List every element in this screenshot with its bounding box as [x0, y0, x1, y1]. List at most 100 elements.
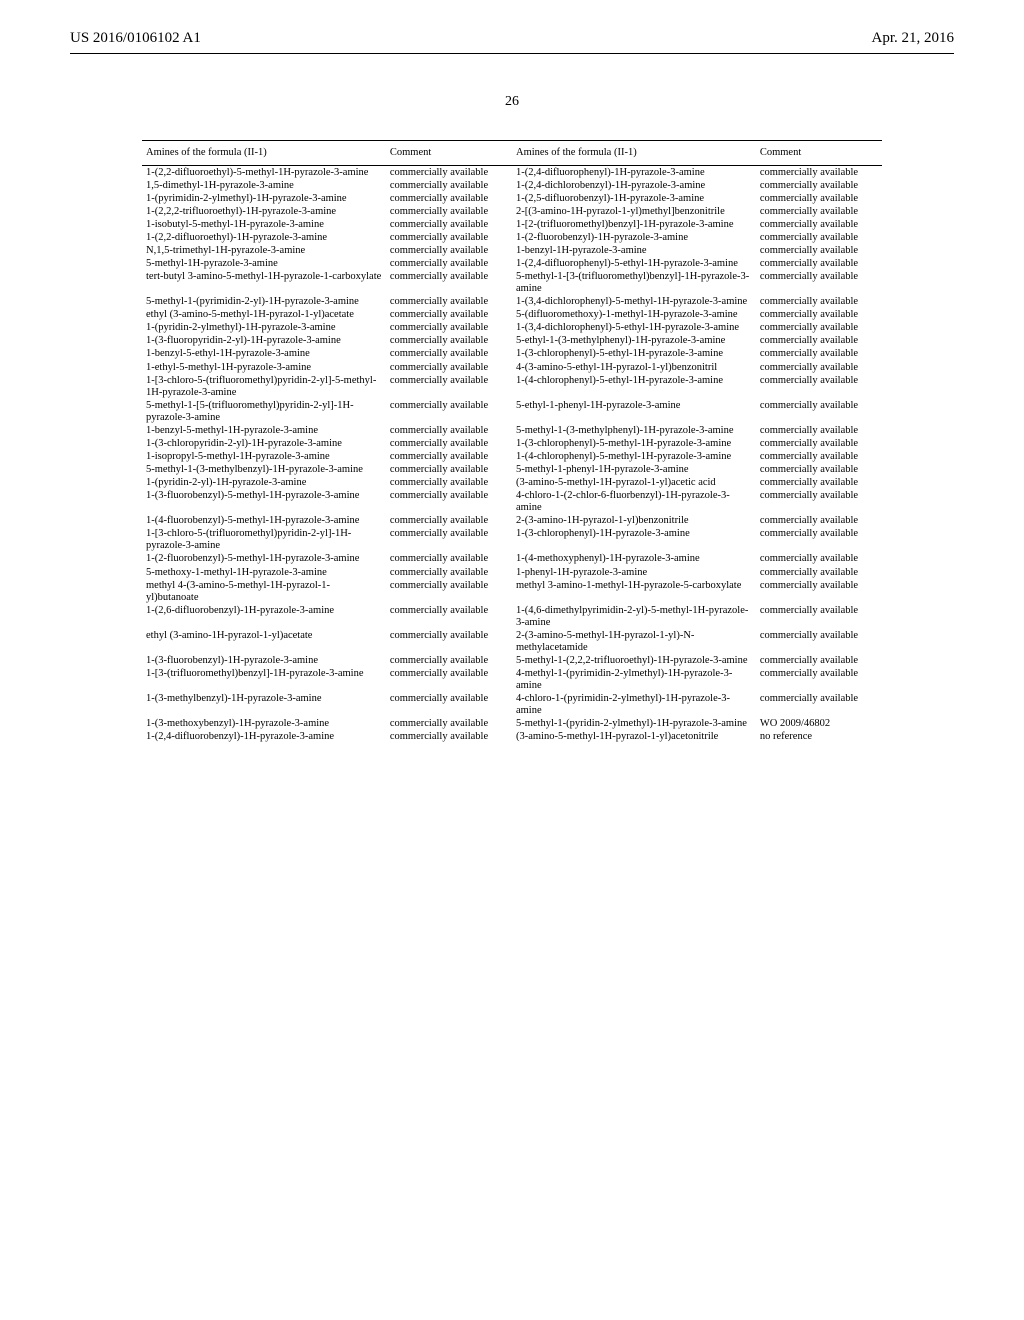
comment-cell: commercially available	[386, 424, 512, 437]
table-header-row: Amines of the formula (II-1) Comment Ami…	[142, 141, 882, 166]
table-row: 1-(4-fluorobenzyl)-5-methyl-1H-pyrazole-…	[142, 515, 882, 528]
amine-cell: 5-methyl-1H-pyrazole-3-amine	[142, 258, 386, 271]
comment-cell: commercially available	[756, 515, 882, 528]
amine-cell: 1-(3-chlorophenyl)-5-methyl-1H-pyrazole-…	[512, 437, 756, 450]
comment-cell: commercially available	[756, 258, 882, 271]
comment-cell: commercially available	[756, 629, 882, 654]
amine-cell: 5-ethyl-1-(3-methylphenyl)-1H-pyrazole-3…	[512, 335, 756, 348]
table-row: 1-(2,2,2-trifluoroethyl)-1H-pyrazole-3-a…	[142, 205, 882, 218]
table-row: 1-[3-(trifluoromethyl)benzyl]-1H-pyrazol…	[142, 668, 882, 693]
table-row: 1-(2-fluorobenzyl)-5-methyl-1H-pyrazole-…	[142, 553, 882, 566]
publication-date: Apr. 21, 2016	[872, 30, 955, 47]
comment-cell: commercially available	[386, 566, 512, 579]
amine-cell: 1-(pyridin-2-ylmethyl)-1H-pyrazole-3-ami…	[142, 322, 386, 335]
comment-cell: commercially available	[756, 361, 882, 374]
table-row: 1-(2,4-difluorobenzyl)-1H-pyrazole-3-ami…	[142, 731, 882, 744]
comment-cell: commercially available	[386, 309, 512, 322]
amine-cell: (3-amino-5-methyl-1H-pyrazol-1-yl)aceton…	[512, 731, 756, 744]
comment-cell: commercially available	[386, 490, 512, 515]
comment-cell: commercially available	[756, 604, 882, 629]
amine-cell: 1-phenyl-1H-pyrazole-3-amine	[512, 566, 756, 579]
table-row: 1-isopropyl-5-methyl-1H-pyrazole-3-amine…	[142, 450, 882, 463]
comment-cell: commercially available	[386, 335, 512, 348]
table-row: 1-(3-methoxybenzyl)-1H-pyrazole-3-aminec…	[142, 718, 882, 731]
comment-cell: commercially available	[756, 218, 882, 231]
comment-cell: commercially available	[386, 348, 512, 361]
amine-cell: 1-(pyridin-2-yl)-1H-pyrazole-3-amine	[142, 477, 386, 490]
table-row: 1-(2,2-difluoroethyl)-1H-pyrazole-3-amin…	[142, 231, 882, 244]
comment-cell: commercially available	[386, 668, 512, 693]
amine-cell: 4-chloro-1-(2-chlor-6-fluorbenzyl)-1H-py…	[512, 490, 756, 515]
table-row: ethyl (3-amino-5-methyl-1H-pyrazol-1-yl)…	[142, 309, 882, 322]
comment-cell: commercially available	[386, 399, 512, 424]
amine-cell: 1-[3-chloro-5-(trifluoromethyl)pyridin-2…	[142, 374, 386, 399]
publication-number: US 2016/0106102 A1	[70, 30, 201, 47]
comment-cell: no reference	[756, 731, 882, 744]
comment-cell: commercially available	[756, 693, 882, 718]
table-row: 1-benzyl-5-methyl-1H-pyrazole-3-aminecom…	[142, 424, 882, 437]
amine-cell: 1-(3-fluorobenzyl)-1H-pyrazole-3-amine	[142, 654, 386, 667]
header-comment-2: Comment	[756, 141, 882, 166]
table-row: 1-(3-methylbenzyl)-1H-pyrazole-3-amineco…	[142, 693, 882, 718]
amine-cell: 5-methyl-1-[5-(trifluoromethyl)pyridin-2…	[142, 399, 386, 424]
comment-cell: commercially available	[386, 450, 512, 463]
comment-cell: commercially available	[386, 604, 512, 629]
comment-cell: commercially available	[756, 399, 882, 424]
amine-cell: 5-methyl-1-(3-methylphenyl)-1H-pyrazole-…	[512, 424, 756, 437]
amine-cell: 2-[(3-amino-1H-pyrazol-1-yl)methyl]benzo…	[512, 205, 756, 218]
amine-cell: 1-(pyrimidin-2-ylmethyl)-1H-pyrazole-3-a…	[142, 192, 386, 205]
table-row: 1-(2,6-difluorobenzyl)-1H-pyrazole-3-ami…	[142, 604, 882, 629]
table-row: 1-(2,2-difluoroethyl)-5-methyl-1H-pyrazo…	[142, 166, 882, 180]
page-number: 26	[70, 94, 954, 110]
table-row: 1-(3-fluorobenzyl)-1H-pyrazole-3-amineco…	[142, 654, 882, 667]
amine-cell: 5-methyl-1-(3-methylbenzyl)-1H-pyrazole-…	[142, 464, 386, 477]
comment-cell: commercially available	[756, 528, 882, 553]
amine-cell: 2-(3-amino-1H-pyrazol-1-yl)benzonitrile	[512, 515, 756, 528]
comment-cell: WO 2009/46802	[756, 718, 882, 731]
header-comment-1: Comment	[386, 141, 512, 166]
amine-cell: 1-(2-fluorobenzyl)-5-methyl-1H-pyrazole-…	[142, 553, 386, 566]
amine-cell: 1-(2,4-difluorobenzyl)-1H-pyrazole-3-ami…	[142, 731, 386, 744]
comment-cell: commercially available	[386, 218, 512, 231]
table-row: 1-[3-chloro-5-(trifluoromethyl)pyridin-2…	[142, 528, 882, 553]
table-row: 5-methyl-1-(pyrimidin-2-yl)-1H-pyrazole-…	[142, 296, 882, 309]
table-row: 5-methoxy-1-methyl-1H-pyrazole-3-amineco…	[142, 566, 882, 579]
amine-cell: 1-(2-fluorobenzyl)-1H-pyrazole-3-amine	[512, 231, 756, 244]
comment-cell: commercially available	[756, 374, 882, 399]
table-row: 1-(3-fluoropyridin-2-yl)-1H-pyrazole-3-a…	[142, 335, 882, 348]
amine-cell: 5-(difluoromethoxy)-1-methyl-1H-pyrazole…	[512, 309, 756, 322]
comment-cell: commercially available	[756, 579, 882, 604]
comment-cell: commercially available	[386, 374, 512, 399]
comment-cell: commercially available	[386, 322, 512, 335]
amine-cell: methyl 4-(3-amino-5-methyl-1H-pyrazol-1-…	[142, 579, 386, 604]
comment-cell: commercially available	[756, 205, 882, 218]
amine-cell: 2-(3-amino-5-methyl-1H-pyrazol-1-yl)-N-m…	[512, 629, 756, 654]
amine-cell: 1-(4-methoxyphenyl)-1H-pyrazole-3-amine	[512, 553, 756, 566]
comment-cell: commercially available	[386, 437, 512, 450]
comment-cell: commercially available	[386, 258, 512, 271]
table-row: 1-(pyrimidin-2-ylmethyl)-1H-pyrazole-3-a…	[142, 192, 882, 205]
comment-cell: commercially available	[756, 424, 882, 437]
amine-cell: 1-(3,4-dichlorophenyl)-5-ethyl-1H-pyrazo…	[512, 322, 756, 335]
table-row: 1-(pyridin-2-yl)-1H-pyrazole-3-aminecomm…	[142, 477, 882, 490]
table-row: methyl 4-(3-amino-5-methyl-1H-pyrazol-1-…	[142, 579, 882, 604]
table-row: 1-(3-chloropyridin-2-yl)-1H-pyrazole-3-a…	[142, 437, 882, 450]
comment-cell: commercially available	[756, 192, 882, 205]
amine-cell: 1-(3-chlorophenyl)-5-ethyl-1H-pyrazole-3…	[512, 348, 756, 361]
comment-cell: commercially available	[386, 731, 512, 744]
header-amine-1: Amines of the formula (II-1)	[142, 141, 386, 166]
comment-cell: commercially available	[756, 296, 882, 309]
comment-cell: commercially available	[756, 437, 882, 450]
comment-cell: commercially available	[386, 579, 512, 604]
amine-cell: 5-ethyl-1-phenyl-1H-pyrazole-3-amine	[512, 399, 756, 424]
comment-cell: commercially available	[756, 322, 882, 335]
table-row: 5-methyl-1-(3-methylbenzyl)-1H-pyrazole-…	[142, 464, 882, 477]
table-row: 1-[3-chloro-5-(trifluoromethyl)pyridin-2…	[142, 374, 882, 399]
comment-cell: commercially available	[386, 693, 512, 718]
comment-cell: commercially available	[756, 244, 882, 257]
comment-cell: commercially available	[756, 464, 882, 477]
amine-cell: 1-(2,2-difluoroethyl)-5-methyl-1H-pyrazo…	[142, 166, 386, 180]
amine-cell: 5-methoxy-1-methyl-1H-pyrazole-3-amine	[142, 566, 386, 579]
comment-cell: commercially available	[756, 335, 882, 348]
amine-cell: 1-ethyl-5-methyl-1H-pyrazole-3-amine	[142, 361, 386, 374]
